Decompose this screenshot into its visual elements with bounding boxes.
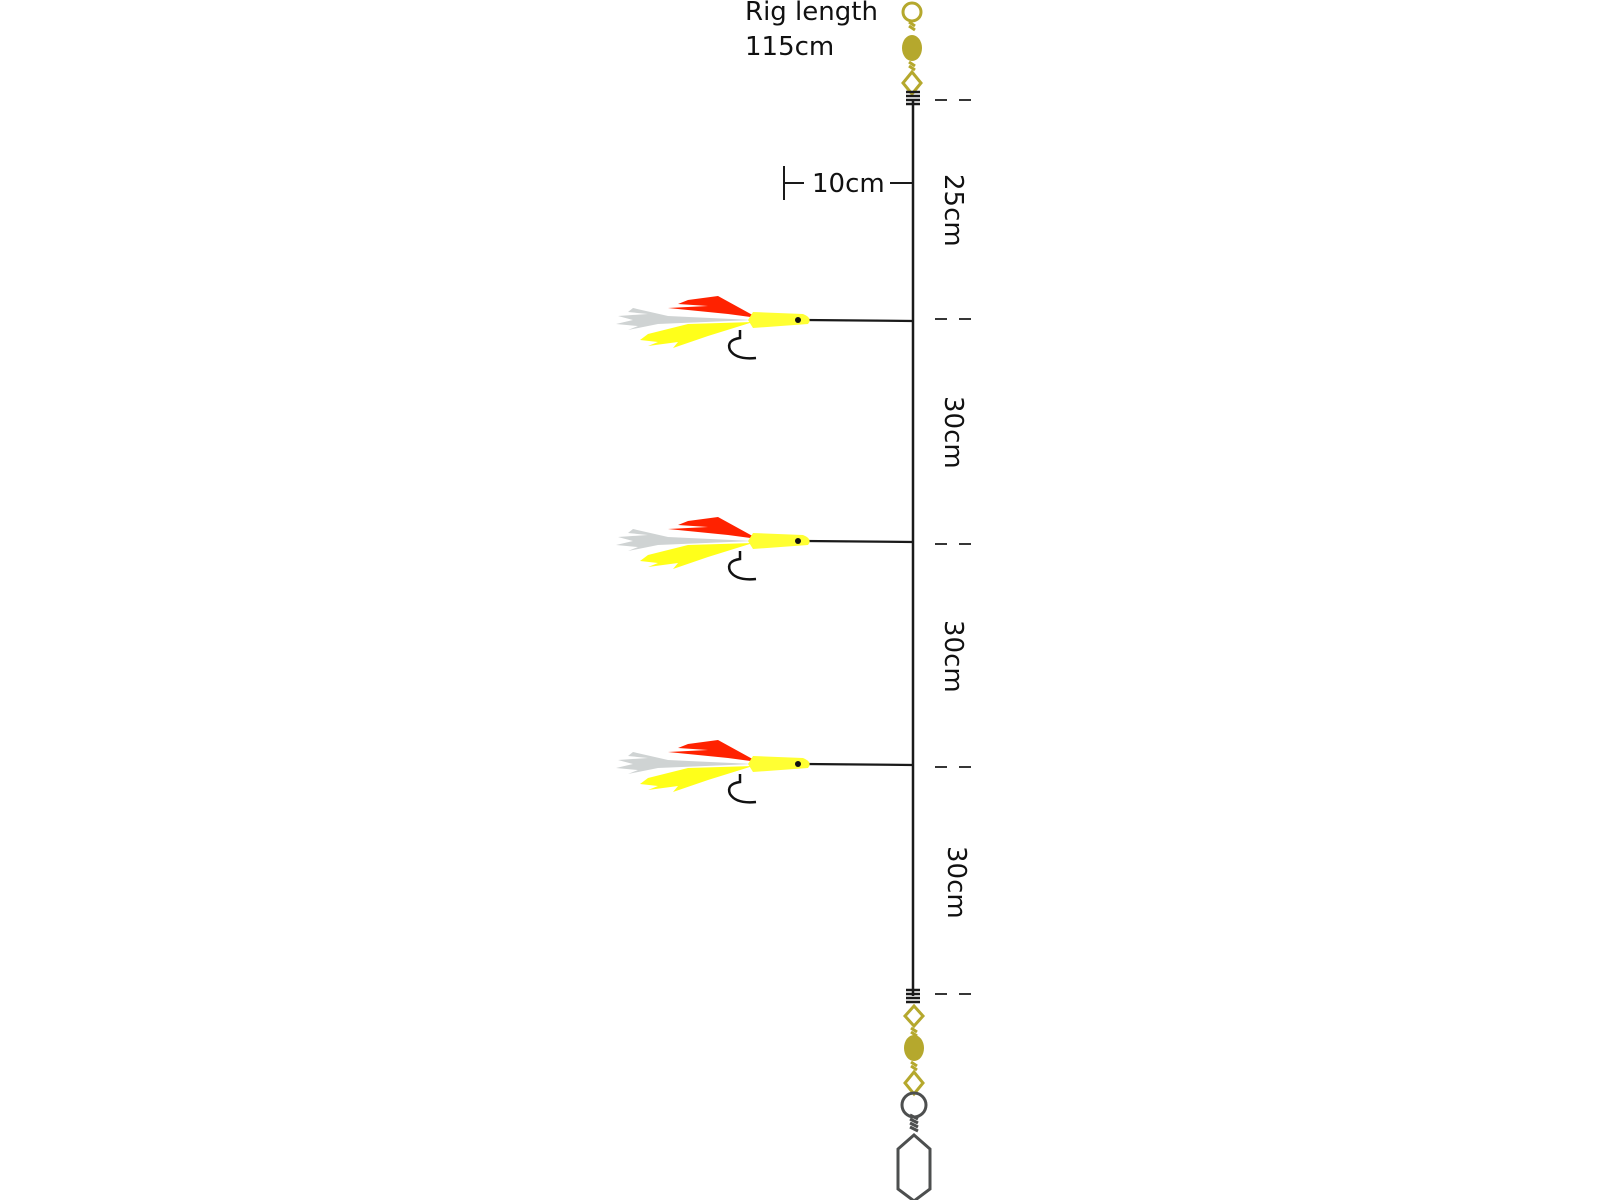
snood-line: [804, 762, 914, 767]
feather-fly-icon: [614, 515, 811, 581]
segment-1-length: 25cm: [938, 174, 968, 247]
segment-4-length: 30cm: [941, 846, 971, 919]
snood-length-indicator: 10cm: [783, 166, 913, 200]
bottom-swivel-icon: [902, 1003, 926, 1097]
rig-length-value: 115cm: [745, 32, 834, 62]
snood-length-label: 10cm: [812, 169, 885, 199]
snood-line: [804, 539, 914, 544]
segment-2-length: 30cm: [938, 396, 968, 469]
bottom-knot-icon: [906, 988, 920, 1004]
segment-3-length: 30cm: [938, 620, 968, 693]
feather-fly-icon: [614, 738, 811, 804]
top-knot-icon: [906, 90, 920, 106]
feather-fly-icon: [614, 294, 811, 360]
top-swivel-icon: [901, 1, 923, 97]
rig-length-label: Rig length: [745, 0, 878, 27]
snood-line: [804, 318, 914, 323]
snap-clip-icon: [896, 1091, 932, 1200]
